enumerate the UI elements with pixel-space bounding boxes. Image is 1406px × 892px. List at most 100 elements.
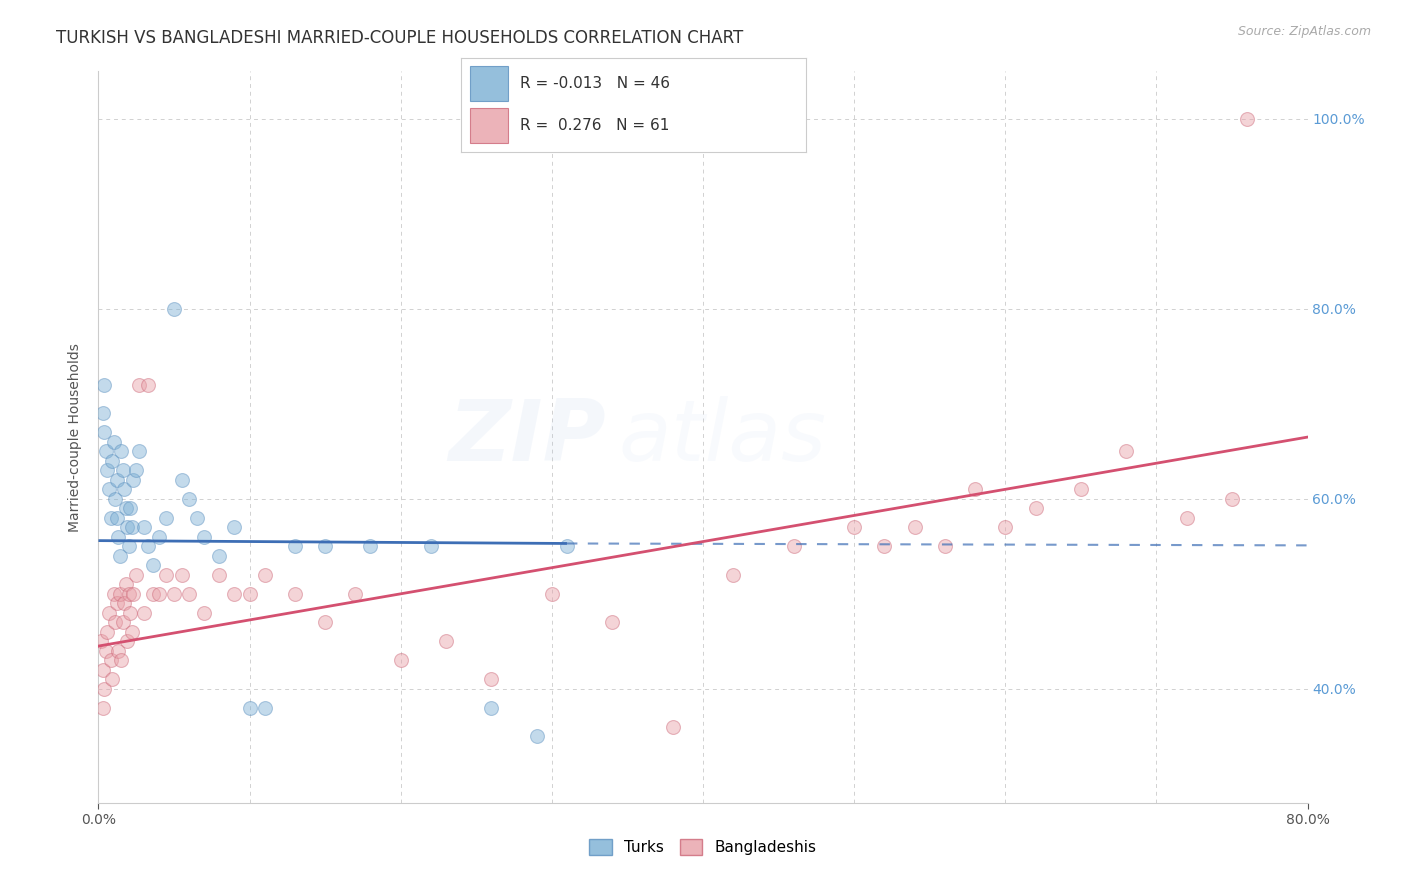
Point <box>965 483 987 497</box>
Point <box>136 377 159 392</box>
Point <box>186 511 208 525</box>
Point <box>148 530 170 544</box>
Point <box>142 558 165 573</box>
Point <box>420 539 443 553</box>
Point <box>110 653 132 667</box>
Point <box>904 520 927 534</box>
Point <box>105 473 128 487</box>
Point <box>481 701 503 715</box>
Point <box>389 653 412 667</box>
Text: TURKISH VS BANGLADESHI MARRIED-COUPLE HOUSEHOLDS CORRELATION CHART: TURKISH VS BANGLADESHI MARRIED-COUPLE HO… <box>56 29 744 46</box>
Point <box>148 587 170 601</box>
Point <box>100 653 122 667</box>
Point <box>360 539 382 553</box>
Point <box>110 444 132 458</box>
Point <box>121 624 143 639</box>
Point <box>193 606 215 620</box>
Point <box>128 444 150 458</box>
Point <box>120 501 142 516</box>
Point <box>94 644 117 658</box>
Point <box>344 587 367 601</box>
Point <box>1070 483 1092 497</box>
Point <box>1115 444 1137 458</box>
Point <box>1024 501 1046 516</box>
Point <box>540 587 562 601</box>
Bar <box>470 108 508 144</box>
Point <box>101 673 124 687</box>
Point <box>93 377 115 392</box>
Point <box>115 634 138 648</box>
Point <box>239 701 262 715</box>
Point <box>132 520 155 534</box>
Point <box>155 567 177 582</box>
Point <box>104 615 127 630</box>
Point <box>314 539 336 553</box>
Point <box>155 511 177 525</box>
Point <box>120 606 142 620</box>
Point <box>98 606 121 620</box>
Point <box>114 577 136 591</box>
Point <box>122 473 145 487</box>
Text: R = -0.013   N = 46: R = -0.013 N = 46 <box>520 76 669 91</box>
Point <box>96 463 118 477</box>
Point <box>481 673 503 687</box>
Point <box>94 444 117 458</box>
Point <box>179 587 201 601</box>
Point <box>108 587 131 601</box>
Point <box>1220 491 1243 506</box>
Point <box>163 301 186 316</box>
Text: ZIP: ZIP <box>449 395 606 479</box>
Point <box>111 463 134 477</box>
Point <box>179 491 201 506</box>
Point <box>170 567 193 582</box>
Point <box>723 567 745 582</box>
Point <box>873 539 896 553</box>
Point <box>114 501 136 516</box>
Point <box>107 644 129 658</box>
Point <box>112 483 135 497</box>
Point <box>934 539 956 553</box>
Point <box>136 539 159 553</box>
Text: R =  0.276   N = 61: R = 0.276 N = 61 <box>520 119 669 134</box>
Point <box>98 483 121 497</box>
Point <box>112 596 135 610</box>
Point <box>1236 112 1258 126</box>
Point <box>239 587 262 601</box>
Point <box>91 663 114 677</box>
Point <box>224 520 246 534</box>
Legend: Turks, Bangladeshis: Turks, Bangladeshis <box>583 833 823 861</box>
Point <box>661 720 683 734</box>
Point <box>93 425 115 440</box>
Point <box>93 681 115 696</box>
Point <box>118 539 141 553</box>
Point <box>103 434 125 449</box>
Point <box>602 615 624 630</box>
Point <box>91 406 114 420</box>
Point <box>121 520 143 534</box>
Point <box>107 530 129 544</box>
Point <box>434 634 457 648</box>
Point <box>128 377 150 392</box>
Point <box>193 530 215 544</box>
Y-axis label: Married-couple Households: Married-couple Households <box>69 343 83 532</box>
Point <box>208 567 231 582</box>
Text: Source: ZipAtlas.com: Source: ZipAtlas.com <box>1237 25 1371 38</box>
Point <box>125 567 148 582</box>
Point <box>783 539 806 553</box>
Point <box>170 473 193 487</box>
Point <box>284 539 307 553</box>
Point <box>96 624 118 639</box>
Point <box>1175 511 1198 525</box>
Point <box>125 463 148 477</box>
Point <box>163 587 186 601</box>
Point <box>253 567 276 582</box>
Bar <box>470 66 508 102</box>
Point <box>122 587 145 601</box>
Point <box>844 520 866 534</box>
Point <box>104 491 127 506</box>
Point <box>526 729 548 743</box>
Point <box>100 511 122 525</box>
Point <box>314 615 336 630</box>
Point <box>208 549 231 563</box>
Point <box>105 596 128 610</box>
